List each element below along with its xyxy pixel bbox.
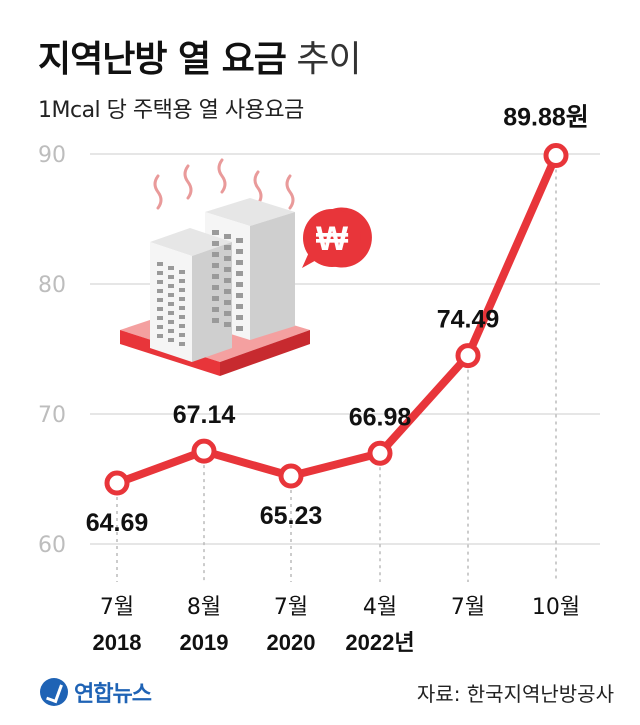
vertical-guides bbox=[116, 155, 557, 582]
x-tick-month: 10월 bbox=[532, 595, 580, 620]
data-label: 66.98 bbox=[349, 403, 412, 431]
x-tick-year: 2020 bbox=[267, 630, 316, 655]
data-label: 64.69 bbox=[86, 509, 149, 537]
chart-title: 지역난방 열 요금 추이 bbox=[38, 30, 362, 82]
data-point bbox=[104, 470, 130, 496]
y-tick-label: 90 bbox=[38, 143, 66, 168]
title-main: 지역난방 열 요금 bbox=[38, 39, 287, 80]
x-tick-year: 2019 bbox=[180, 630, 229, 655]
data-label: 65.23 bbox=[260, 502, 323, 530]
yonhap-logo-icon bbox=[40, 678, 68, 706]
data-point bbox=[455, 343, 481, 369]
y-tick-label: 60 bbox=[38, 533, 66, 558]
title-sub: 추이 bbox=[296, 39, 361, 80]
data-labels: 64.69 67.14 65.23 66.98 74.49 89.88원 bbox=[86, 104, 589, 537]
source-note: 자료: 한국지역난방공사 bbox=[416, 682, 614, 706]
data-point bbox=[543, 143, 569, 169]
data-label: 89.88원 bbox=[503, 104, 589, 132]
svg-text:₩: ₩ bbox=[316, 220, 349, 258]
yonhap-logo: 연합뉴스 bbox=[40, 676, 152, 708]
y-tick-label: 70 bbox=[38, 403, 66, 428]
series-polyline bbox=[113, 151, 560, 488]
x-tick-month: 7월 bbox=[274, 595, 308, 620]
x-tick-month: 7월 bbox=[451, 595, 485, 620]
data-label: 67.14 bbox=[173, 401, 236, 429]
y-axis-ticks: 60 70 80 90 bbox=[38, 143, 66, 558]
buildings-illustration: ₩ bbox=[120, 158, 372, 376]
steam-icon bbox=[153, 158, 295, 210]
data-label: 74.49 bbox=[437, 306, 500, 334]
series-line bbox=[113, 151, 560, 488]
x-axis-labels: 7월 2018 8월 2019 7월 2020 4월 2022년 7월 10월 bbox=[93, 595, 581, 655]
x-tick-year: 2018 bbox=[93, 630, 142, 655]
x-tick-month: 8월 bbox=[187, 595, 221, 620]
x-tick-month: 7월 bbox=[100, 595, 134, 620]
data-point bbox=[191, 438, 217, 464]
data-point bbox=[367, 440, 393, 466]
x-tick-year: 2022년 bbox=[345, 630, 414, 655]
y-tick-label: 80 bbox=[38, 273, 66, 298]
won-currency-icon: ₩ bbox=[302, 207, 372, 268]
logo-text: 연합뉴스 bbox=[74, 682, 152, 707]
chart-subtitle: 1Mcal 당 주택용 열 사용요금 bbox=[38, 98, 304, 123]
data-point bbox=[278, 463, 304, 489]
data-points bbox=[104, 143, 569, 496]
x-tick-month: 4월 bbox=[363, 595, 397, 620]
